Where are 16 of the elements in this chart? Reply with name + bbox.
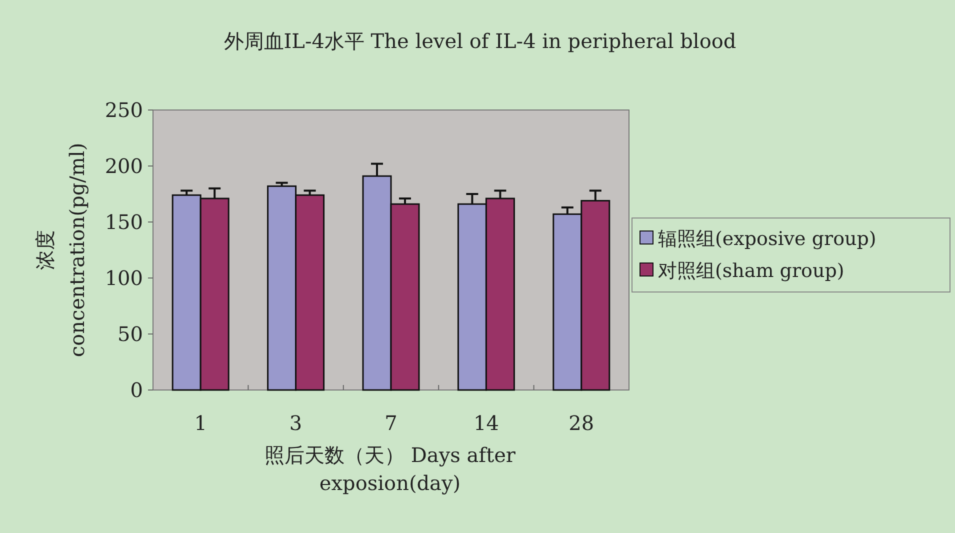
y-tick-label: 0 xyxy=(130,378,143,402)
chart-title: 外周血IL-4水平 The level of IL-4 in peripheral blood xyxy=(224,29,736,53)
y-tick-label: 100 xyxy=(104,266,143,290)
x-tick-label: 14 xyxy=(473,411,499,435)
x-tick-label: 1 xyxy=(194,411,207,435)
x-tick-label: 28 xyxy=(568,411,594,435)
y-axis-title: 浓度 concentration(pg/ml) xyxy=(33,142,89,358)
y-tick-label: 150 xyxy=(104,210,143,234)
legend-label: 对照组(sham group) xyxy=(658,260,844,282)
y-tick-label: 250 xyxy=(104,98,143,122)
x-tick-label: 7 xyxy=(384,411,398,435)
x-axis-title: 照后天数（天） Days after exposion(day) xyxy=(264,443,516,495)
y-tick-label: 200 xyxy=(104,154,143,178)
legend-label: 辐照组(exposive group) xyxy=(658,228,876,250)
y-tick-label: 50 xyxy=(118,322,143,346)
x-tick-label: 3 xyxy=(289,411,302,435)
